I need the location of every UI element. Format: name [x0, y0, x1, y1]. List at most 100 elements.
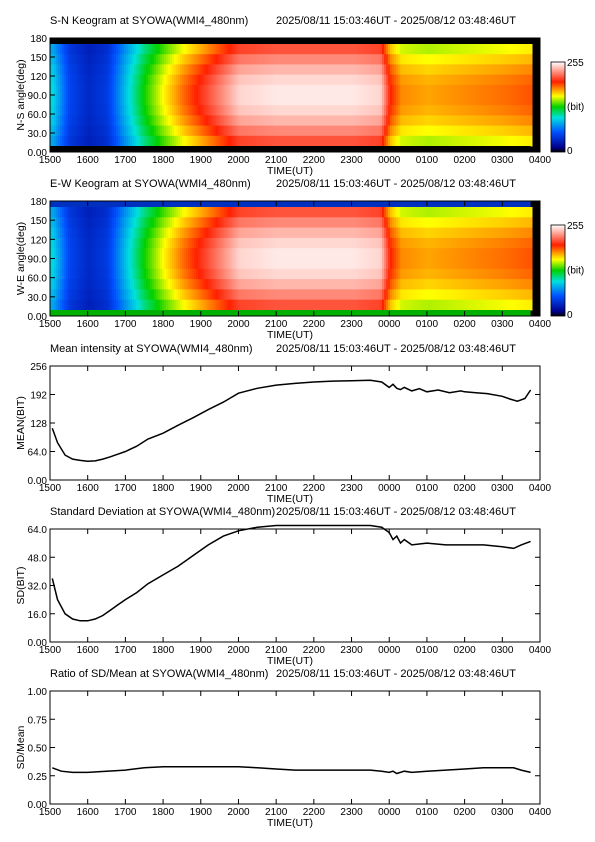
keogram-cell — [328, 217, 331, 229]
keogram-cell — [184, 227, 187, 239]
keogram-cell — [314, 54, 317, 65]
keogram-cell — [154, 289, 157, 301]
keogram-cell — [396, 95, 399, 106]
keogram-cell — [282, 95, 285, 106]
keogram-cell — [204, 279, 207, 290]
keogram-cell — [366, 125, 369, 137]
keogram-cell — [212, 289, 215, 301]
keogram-cell — [86, 44, 89, 55]
keogram-cell — [416, 54, 419, 65]
keogram-cell — [214, 135, 217, 147]
keogram-cell — [118, 125, 121, 137]
keogram-cell — [502, 258, 505, 270]
keogram-cell — [100, 54, 103, 65]
keogram-cell — [242, 64, 245, 76]
keogram-cell — [244, 268, 247, 280]
keogram-cell — [124, 248, 127, 259]
keogram-cell — [160, 258, 163, 270]
keogram-cell — [156, 95, 159, 106]
keogram-cell — [78, 227, 81, 239]
keogram-cell — [258, 95, 261, 106]
keogram-cell — [260, 227, 263, 239]
keogram-cell — [360, 44, 363, 55]
keogram-cell — [78, 248, 81, 259]
keogram-cell — [390, 268, 393, 280]
keogram-cell — [524, 217, 527, 229]
keogram-cell — [284, 74, 287, 86]
keogram-cell — [198, 248, 201, 259]
keogram-cell — [454, 279, 457, 290]
x-tick-label: 2300 — [340, 319, 363, 330]
keogram-cell — [422, 74, 425, 86]
keogram-cell — [356, 54, 359, 65]
keogram-cell — [180, 268, 183, 280]
keogram-cell — [244, 44, 247, 55]
keogram-cell — [334, 268, 337, 280]
keogram-cell — [228, 125, 231, 137]
keogram-cell — [162, 54, 165, 65]
keogram-cell — [158, 54, 161, 65]
keogram-cell — [188, 135, 191, 147]
keogram-cell — [178, 74, 181, 86]
keogram-cell — [512, 227, 515, 239]
keogram-cell — [472, 84, 475, 96]
keogram-cell — [478, 125, 481, 137]
keogram-cell — [126, 248, 129, 259]
keogram-cell — [186, 74, 189, 86]
keogram-cell — [326, 217, 329, 229]
keogram-cell — [526, 84, 529, 96]
keogram-cell — [114, 258, 117, 270]
keogram-cell — [100, 217, 103, 229]
keogram-cell — [248, 115, 251, 127]
keogram-cell — [412, 299, 415, 311]
keogram-cell — [232, 125, 235, 137]
keogram-cell — [374, 268, 377, 280]
keogram-cell — [272, 44, 275, 55]
keogram-cell — [386, 105, 389, 116]
keogram-cell — [494, 237, 497, 249]
keogram-cell — [240, 115, 243, 127]
keogram-cell — [222, 64, 225, 76]
keogram-cell — [364, 248, 367, 259]
keogram-cell — [460, 217, 463, 229]
keogram-cell — [90, 279, 93, 290]
keogram-cell — [268, 217, 271, 229]
keogram-cell — [334, 95, 337, 106]
keogram-cell — [124, 237, 127, 249]
keogram-cell — [82, 115, 85, 127]
keogram-cell — [392, 105, 395, 116]
keogram-cell — [448, 258, 451, 270]
keogram-cell — [412, 125, 415, 137]
keogram-cell — [232, 115, 235, 127]
keogram-cell — [258, 105, 261, 116]
keogram-cell — [298, 44, 301, 55]
keogram-cell — [440, 268, 443, 280]
keogram-cell — [192, 84, 195, 96]
keogram-cell — [490, 279, 493, 290]
keogram-cell — [360, 95, 363, 106]
keogram-cell — [436, 279, 439, 290]
x-tick-label: 1700 — [114, 483, 137, 494]
keogram-cell — [74, 207, 77, 218]
keogram-cell — [128, 217, 131, 229]
keogram-cell — [362, 248, 365, 259]
keogram-cell — [154, 125, 157, 137]
keogram-cell — [284, 135, 287, 147]
keogram-cell — [138, 279, 141, 290]
keogram-cell — [238, 135, 241, 147]
keogram-cell — [530, 227, 533, 239]
keogram-cell — [456, 135, 459, 147]
keogram-cell — [524, 299, 527, 311]
keogram-cell — [234, 258, 237, 270]
keogram-cell — [296, 248, 299, 259]
keogram-cell — [528, 268, 531, 280]
keogram-cell — [524, 105, 527, 116]
keogram-image — [50, 201, 540, 316]
keogram-cell — [74, 115, 77, 127]
keogram-cell — [488, 95, 491, 106]
keogram-cell — [278, 135, 281, 147]
keogram-cell — [458, 279, 461, 290]
keogram-cell — [54, 105, 57, 116]
keogram-cell — [290, 64, 293, 76]
keogram-cell — [214, 207, 217, 218]
